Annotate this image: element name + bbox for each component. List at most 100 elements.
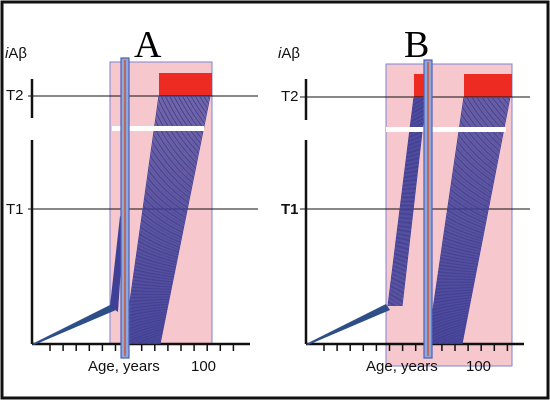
panel-a-trajectory bbox=[139, 95, 182, 345]
panel-a-trajectory-fan bbox=[123, 95, 211, 345]
panel-b-trajectory-late bbox=[457, 96, 506, 345]
panel-a-trajectory bbox=[134, 95, 176, 345]
panel-a-trajectory bbox=[151, 95, 199, 345]
panel-b-trajectory-late bbox=[448, 96, 494, 345]
panel-a-t2-label: T2 bbox=[6, 87, 24, 104]
panel-b-trajectory-late bbox=[429, 96, 467, 345]
panel-b-trajectory-late bbox=[438, 96, 480, 345]
panel-b-axis-break bbox=[386, 127, 506, 132]
panel-a-y-axis-label: iAβ bbox=[5, 45, 27, 62]
panel-b-trajectory-late bbox=[460, 96, 510, 345]
panel-b-trajectory-late bbox=[446, 96, 491, 345]
panel-b-t1-label: T1 bbox=[281, 201, 299, 218]
panel-b-trajectory-late bbox=[454, 96, 501, 345]
panel-b-trajectory-late bbox=[451, 96, 497, 345]
panel-a-axis-break-left bbox=[30, 126, 38, 131]
panel-b-trajectory-late bbox=[433, 96, 472, 345]
panel-b-t2-label: T2 bbox=[281, 88, 299, 105]
panel-b-trajectory-late bbox=[434, 96, 475, 345]
panel-b-trajectory-late bbox=[455, 96, 502, 345]
panel-a-trajectory bbox=[153, 95, 202, 345]
panel-a-trajectory bbox=[135, 95, 177, 345]
panel-a-trajectory bbox=[123, 95, 160, 345]
panel-a-trajectory bbox=[149, 95, 197, 345]
panel-a-letter: A bbox=[134, 24, 162, 66]
panel-b-trajectory-late bbox=[441, 96, 484, 345]
panel-a-trajectory bbox=[159, 95, 211, 345]
panel-a-trajectory bbox=[157, 95, 208, 345]
panel-b-trajectory-late bbox=[450, 96, 496, 345]
panel-a-trajectory bbox=[128, 95, 167, 345]
panel-a-trajectory bbox=[150, 95, 198, 345]
panel-b-trajectory-late bbox=[444, 96, 487, 345]
panel-b-trajectory-late bbox=[430, 96, 469, 345]
panel-a-trajectory bbox=[144, 95, 190, 345]
panel-b-initial-rise bbox=[306, 304, 390, 345]
panel-b-trajectory-late bbox=[433, 96, 474, 345]
panel-b-trajectory-late bbox=[428, 96, 466, 345]
panel-a-trajectory bbox=[140, 95, 184, 345]
panel-b-trajectory-late bbox=[427, 96, 465, 345]
panel-a-x-tick-100: 100 bbox=[191, 358, 216, 375]
panel-a-trajectory bbox=[124, 95, 161, 345]
panel-a-trajectory bbox=[141, 95, 185, 345]
panel-a-trajectory bbox=[133, 95, 174, 345]
panel-a-trajectory bbox=[148, 95, 195, 345]
panel-b-y-axis-label-text: Aβ bbox=[281, 45, 300, 62]
panel-b-x-tick-100: 100 bbox=[466, 358, 491, 375]
panel-a-trajectory bbox=[131, 95, 172, 345]
panel-b: B iAβ T2 T1 Age, years 100 bbox=[278, 24, 530, 375]
panel-a: A iAβ T2 T1 Age, years 100 bbox=[5, 24, 258, 375]
panel-a-trajectory bbox=[142, 95, 187, 345]
panel-b-axis-break-left bbox=[304, 127, 312, 132]
panel-b-trajectory-late bbox=[437, 96, 479, 345]
panel-b-trajectory-late bbox=[442, 96, 485, 345]
panel-b-trajectory-late bbox=[445, 96, 490, 345]
panel-a-trajectory bbox=[130, 95, 170, 345]
panel-b-trajectory-late bbox=[443, 96, 486, 345]
panel-b-trajectory-late bbox=[459, 96, 509, 345]
panel-a-trajectory bbox=[138, 95, 181, 345]
panel-a-trajectory bbox=[141, 95, 186, 345]
panel-a-x-axis-label: Age, years bbox=[88, 358, 160, 375]
panel-a-trajectory bbox=[132, 95, 173, 345]
panel-a-trajectory bbox=[147, 95, 194, 345]
panel-a-trajectory bbox=[152, 95, 201, 345]
panel-a-red-block bbox=[159, 73, 212, 96]
panel-a-initial-rise bbox=[32, 304, 116, 345]
panel-b-trajectory-late bbox=[439, 96, 481, 345]
panel-a-t1-label: T1 bbox=[6, 201, 24, 218]
panel-b-trajectory-fan-late bbox=[427, 96, 511, 345]
panel-b-trajectory-late bbox=[453, 96, 500, 345]
panel-b-trajectory-late bbox=[431, 96, 470, 345]
panel-a-trajectory bbox=[136, 95, 178, 345]
panel-a-trajectory bbox=[154, 95, 204, 345]
panel-a-axis-break bbox=[112, 126, 204, 131]
panel-a-trajectory bbox=[158, 95, 210, 345]
panel-b-trajectory-late bbox=[435, 96, 476, 345]
panel-b-trajectory-late bbox=[436, 96, 477, 345]
panel-a-trajectory bbox=[156, 95, 207, 345]
panel-a-trajectory bbox=[146, 95, 193, 345]
panel-b-trajectory-late bbox=[440, 96, 482, 345]
panel-b-y-axis-label: iAβ bbox=[278, 45, 300, 62]
panel-a-trajectory bbox=[127, 95, 165, 345]
panel-b-trajectory-late bbox=[447, 96, 492, 345]
panel-a-trajectory bbox=[125, 95, 163, 345]
panel-b-x-axis-label: Age, years bbox=[366, 358, 438, 375]
panel-b-trajectory-late bbox=[432, 96, 471, 345]
panel-b-trajectory-late bbox=[461, 96, 511, 345]
panel-a-trajectory bbox=[126, 95, 164, 345]
panel-a-trajectory bbox=[145, 95, 191, 345]
panel-a-trajectory bbox=[155, 95, 206, 345]
panel-a-trajectory bbox=[153, 95, 203, 345]
panel-a-trajectory bbox=[143, 95, 189, 345]
panel-b-red-block-2 bbox=[464, 74, 512, 97]
panel-a-trajectory bbox=[129, 95, 168, 345]
panel-a-trajectory bbox=[137, 95, 180, 345]
panel-b-trajectory-late bbox=[449, 96, 495, 345]
panel-b-trajectory-late bbox=[458, 96, 507, 345]
panel-b-trajectory-late bbox=[452, 96, 499, 345]
panel-a-trajectory bbox=[129, 95, 169, 345]
